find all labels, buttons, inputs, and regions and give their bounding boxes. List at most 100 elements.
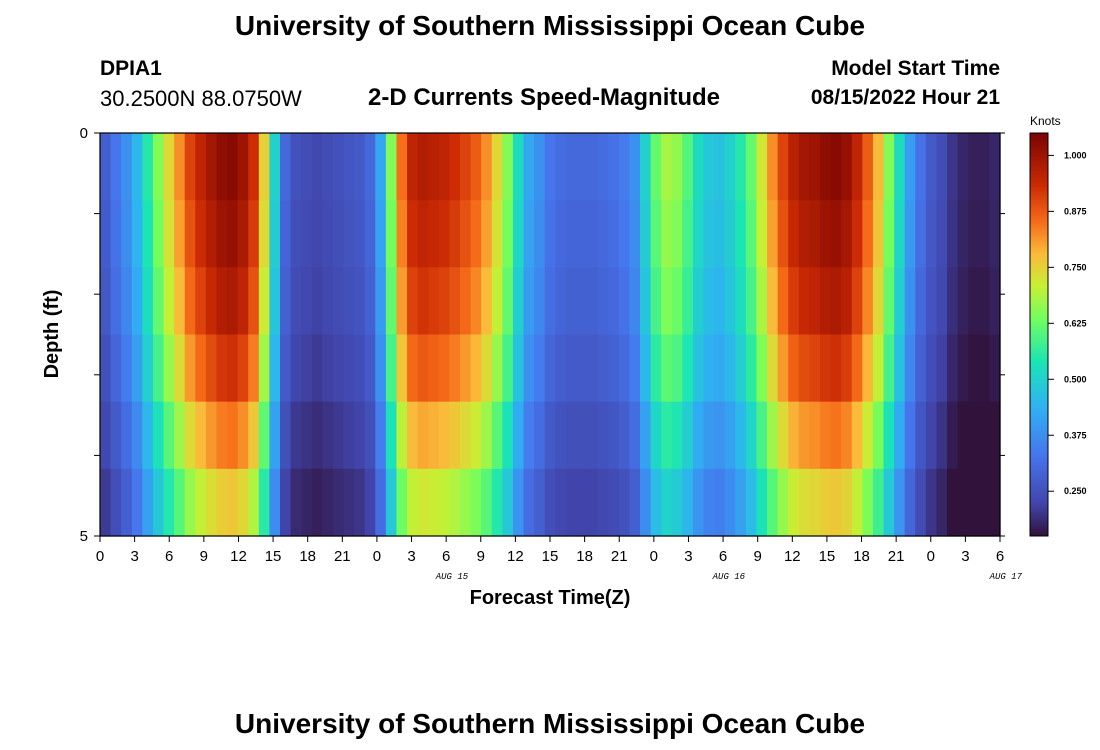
heatmap-cell [407,267,419,336]
heatmap-cell [290,401,302,470]
heatmap-cell [195,468,207,537]
heatmap-cell [237,334,249,403]
heatmap-cell [872,133,885,201]
heatmap-cell [703,334,715,403]
heatmap-cell [523,200,535,268]
heatmap-cell [544,334,556,403]
heatmap-cell [491,401,503,470]
heatmap-cell [184,468,196,537]
station-id: DPIA1 [100,57,162,80]
heatmap-cell [650,334,662,403]
heatmap-cell [851,133,863,201]
heatmap-cell [555,267,567,336]
heatmap-cell [301,401,313,470]
heatmap-cell [523,334,535,403]
heatmap-cell [608,133,620,201]
heatmap-cell [385,200,398,268]
heatmap-cell [195,334,207,403]
heatmap-cell [978,334,991,403]
heatmap-cell [682,200,694,268]
heatmap-cell [724,200,736,268]
heatmap-cell [809,267,821,336]
heatmap-cell [184,267,196,336]
heatmap-cell [248,133,260,201]
heatmap-cell [163,468,175,537]
colorbar-tick-label: 0.375 [1064,430,1087,440]
heatmap-cell [417,267,429,336]
heatmap-cell [618,200,631,268]
heatmap-cell [142,133,154,201]
heatmap-cell [894,267,906,336]
colorbar-tick-label: 0.875 [1064,206,1087,216]
heatmap-cell [978,267,991,336]
heatmap-cell [565,401,578,470]
heatmap-cell [438,267,451,336]
heatmap-cell [618,334,631,403]
heatmap-cell [332,200,345,268]
heatmap-cell [989,468,1001,537]
heatmap-cell [703,401,715,470]
heatmap-cell [322,334,334,403]
heatmap-cell [862,267,874,336]
heatmap-cell [110,401,122,470]
y-axis-title: Depth (ft) [41,290,63,379]
heatmap-cell [798,267,811,336]
heatmap-cell [354,401,366,470]
heatmap-cell [703,133,715,201]
x-tick-label: 12 [230,548,247,565]
heatmap-cell [152,334,165,403]
heatmap-cell [756,334,768,403]
heatmap-cell [364,200,376,268]
heatmap-cell [597,468,609,537]
heatmap-cell [671,468,683,537]
x-tick-label: 9 [754,548,762,565]
heatmap-cell [269,468,281,537]
heatmap-cell [523,468,535,537]
heatmap-cell [216,200,228,268]
heatmap-cell [460,334,472,403]
x-tick-label: 0 [927,548,935,565]
heatmap-cell [671,267,683,336]
heatmap-cell [788,267,800,336]
heatmap-cell [703,267,715,336]
heatmap-cell [502,200,514,268]
x-tick-label: 9 [477,548,485,565]
heatmap-cell [587,200,599,268]
heatmap-cell [460,200,472,268]
heatmap-cell [841,468,853,537]
x-tick-label: 21 [888,548,905,565]
heatmap-cell [332,468,345,537]
heatmap-cell [894,133,906,201]
heatmap-cell [830,401,842,470]
heatmap-cell [131,468,143,537]
heatmap-cell [248,200,260,268]
heatmap-cell [375,133,387,201]
heatmap-cell [396,468,408,537]
heatmap-cell [195,200,207,268]
heatmap-cell [692,334,705,403]
heatmap-cell [417,334,429,403]
heatmap-cell [714,334,726,403]
heatmap-cell [936,401,948,470]
heatmap-cell [174,200,186,268]
heatmap-cell [555,468,567,537]
heatmap-cell [354,133,366,201]
heatmap-cell [364,334,376,403]
heatmap-cell [237,267,249,336]
heatmap-cell [258,334,271,403]
heatmap-cell [512,334,525,403]
heatmap-cell [523,401,535,470]
heatmap-cell [745,468,758,537]
heatmap-cell [957,133,969,201]
x-tick-label: 15 [265,548,282,565]
heatmap-cell [491,468,503,537]
heatmap-cell [142,200,154,268]
x-tick-label: 15 [819,548,836,565]
heatmap-cell [714,401,726,470]
heatmap-cell [534,334,546,403]
heatmap-cell [565,133,578,201]
heatmap-cell [756,200,768,268]
heatmap-cell [121,200,133,268]
heatmap-cell [523,267,535,336]
heatmap-cell [872,334,885,403]
